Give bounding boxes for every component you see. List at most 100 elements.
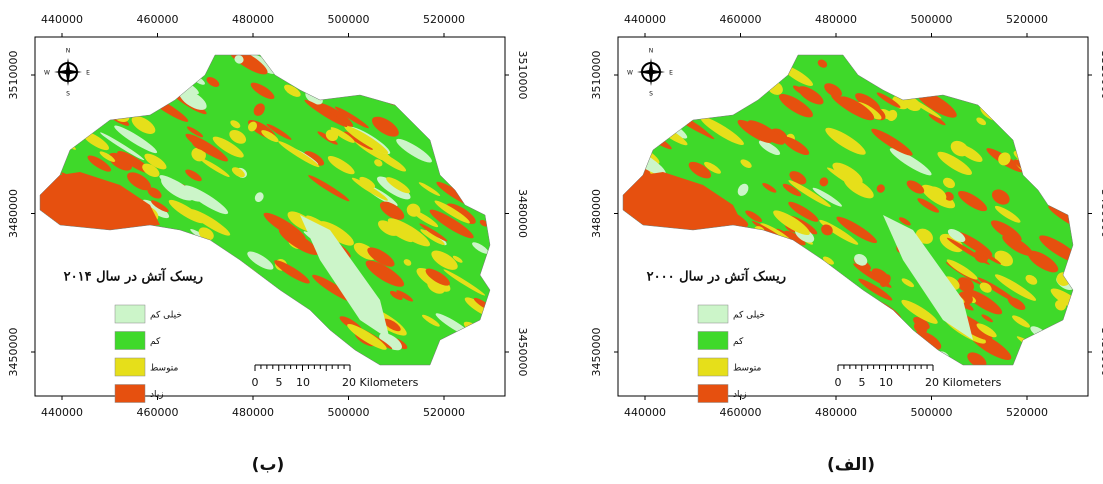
risk-patch xyxy=(1052,123,1069,137)
risk-patch xyxy=(445,73,479,101)
y-tick-label-right: 3450000 xyxy=(1099,328,1103,377)
compass-letter: S xyxy=(66,91,70,98)
risk-patch xyxy=(1048,116,1083,142)
risk-patch xyxy=(26,92,68,124)
risk-patch xyxy=(902,44,941,75)
risk-patch xyxy=(107,62,148,93)
risk-patch xyxy=(643,342,684,371)
risk-patch xyxy=(190,338,201,347)
risk-patch xyxy=(650,234,666,248)
compass-letter: E xyxy=(669,70,673,77)
compass-star xyxy=(54,58,82,86)
risk-patch xyxy=(452,157,489,184)
risk-patch xyxy=(275,322,296,339)
risk-patch xyxy=(757,343,793,371)
risk-patch xyxy=(731,345,752,365)
legend-swatch xyxy=(698,385,728,403)
risk-patch xyxy=(440,100,477,125)
legend-title: ریسک آتش در سال ۲۰۰۰ xyxy=(647,268,786,285)
risk-patch xyxy=(1036,58,1078,91)
risk-patch xyxy=(230,272,252,290)
risk-patch xyxy=(674,352,686,362)
risk-patch xyxy=(245,314,275,338)
y-tick-label-left: 3510000 xyxy=(7,51,20,100)
x-tick-label-bottom: 520000 xyxy=(423,406,465,419)
risk-patch xyxy=(433,117,452,134)
legend-swatch xyxy=(115,358,145,376)
risk-patch xyxy=(296,53,328,78)
scale-label: 10 xyxy=(879,376,893,389)
y-tick-label-right: 3510000 xyxy=(516,51,529,100)
risk-patch xyxy=(150,54,168,71)
risk-patch xyxy=(166,294,181,306)
risk-patch xyxy=(868,355,887,369)
risk-patch xyxy=(57,343,90,369)
map-panel: 4400004400004600004600004800004800005000… xyxy=(7,13,529,475)
risk-patch xyxy=(856,337,895,365)
risk-patch xyxy=(651,248,664,260)
risk-patch xyxy=(740,238,781,270)
risk-patch xyxy=(43,323,57,337)
legend-label: خیلی کم xyxy=(733,311,765,321)
scale-label: 0 xyxy=(835,376,842,389)
panel-caption: (ب) xyxy=(252,455,285,475)
risk-patch xyxy=(439,51,463,71)
risk-patch xyxy=(664,246,698,272)
risk-patch xyxy=(55,322,100,354)
risk-patch xyxy=(710,238,744,264)
risk-patch xyxy=(1037,62,1059,82)
risk-patch xyxy=(115,82,154,112)
map-panel: 4400004400004600004600004800004800005000… xyxy=(590,13,1103,475)
x-tick-label-bottom: 500000 xyxy=(328,406,370,419)
risk-patch xyxy=(627,239,667,270)
risk-patch xyxy=(763,331,786,350)
x-tick-label-bottom: 440000 xyxy=(624,406,666,419)
legend-label: کم xyxy=(733,337,744,347)
y-tick-label-left: 3480000 xyxy=(590,189,603,238)
risk-patch xyxy=(50,132,77,152)
risk-patch xyxy=(894,65,911,80)
risk-patch xyxy=(823,332,860,362)
risk-patch xyxy=(745,78,760,93)
risk-patch xyxy=(57,299,80,320)
risk-patch xyxy=(776,291,793,307)
x-tick-label-top: 520000 xyxy=(1006,13,1048,26)
risk-patch xyxy=(743,239,776,262)
x-tick-label-top: 500000 xyxy=(911,13,953,26)
risk-patch xyxy=(229,297,267,323)
risk-patch xyxy=(1028,44,1062,68)
risk-patch xyxy=(113,86,127,101)
legend-swatch xyxy=(115,332,145,350)
risk-patch xyxy=(255,318,291,344)
risk-patch xyxy=(84,307,116,333)
risk-patch xyxy=(292,350,322,376)
x-tick-label-top: 440000 xyxy=(624,13,666,26)
risk-patch xyxy=(258,320,279,335)
risk-patch xyxy=(826,306,845,321)
legend-label: خیلی کم xyxy=(150,311,182,321)
risk-patch xyxy=(177,311,209,334)
risk-patch xyxy=(628,120,674,152)
risk-patch xyxy=(467,170,485,186)
y-tick-label-right: 3480000 xyxy=(1099,189,1103,238)
risk-patch xyxy=(107,94,124,108)
risk-patch xyxy=(285,346,300,360)
risk-patch xyxy=(102,84,120,99)
risk-patch xyxy=(680,305,699,323)
risk-patch xyxy=(840,310,864,327)
risk-patch xyxy=(94,243,116,261)
risk-patch xyxy=(126,93,154,113)
risk-patch xyxy=(319,84,337,98)
risk-patch xyxy=(68,309,80,320)
risk-patch xyxy=(451,68,492,99)
scale-label: 5 xyxy=(276,376,283,389)
risk-patch xyxy=(958,49,1002,81)
risk-patch xyxy=(70,305,84,318)
compass-star xyxy=(637,58,665,86)
risk-patch xyxy=(154,239,193,270)
figure: 4400004400004600004600004800004800005000… xyxy=(0,0,1103,480)
risk-patch xyxy=(994,68,1021,91)
risk-patch xyxy=(31,96,51,115)
risk-patch xyxy=(664,347,684,365)
x-tick-label-top: 480000 xyxy=(232,13,274,26)
